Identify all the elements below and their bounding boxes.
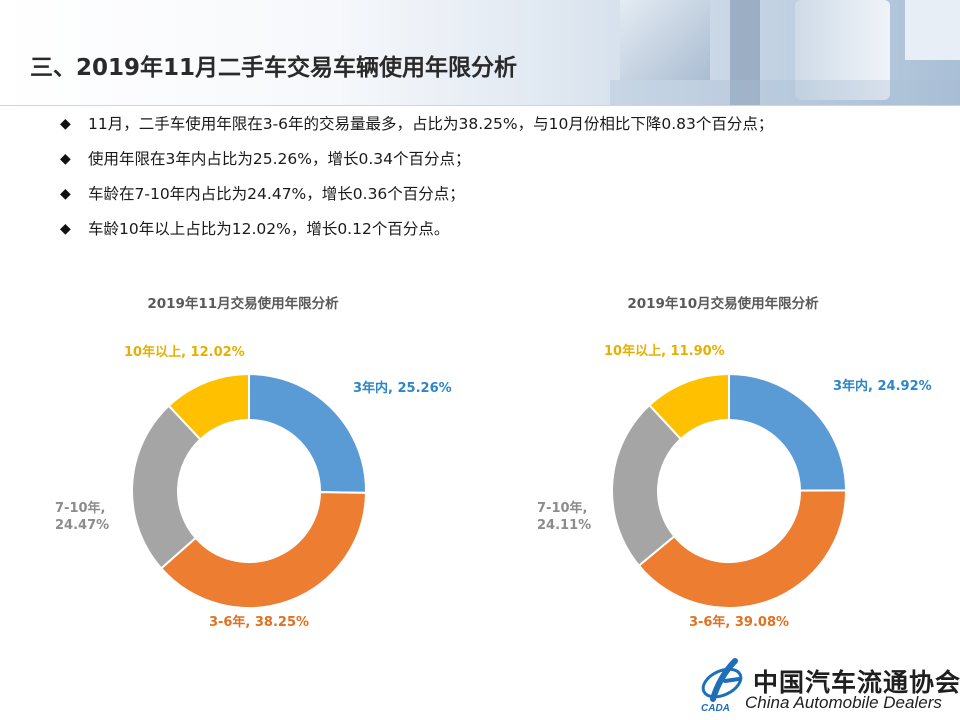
data-label-3: 7-10年, 24.11% <box>537 500 591 533</box>
diamond-bullet-icon: ◆ <box>60 151 71 167</box>
chart-title-oct: 2019年10月交易使用年限分析 <box>627 296 819 312</box>
header-decoration <box>610 0 960 105</box>
cada-logo: CADA 中国汽车流通协会 China Automobile Dealers <box>695 655 960 715</box>
data-label-4: 10年以上, 12.02% <box>124 344 245 360</box>
data-label-1: 3年内, 25.26% <box>353 380 452 396</box>
cada-logo-icon: CADA <box>701 658 743 713</box>
data-label-3: 7-10年, 24.47% <box>55 500 109 533</box>
page-title: 三、2019年11月二手车交易车辆使用年限分析 <box>30 55 518 81</box>
data-label-2: 3-6年, 38.25% <box>209 614 309 630</box>
logo-name-cn: 中国汽车流通协会 <box>753 668 960 697</box>
diamond-bullet-icon: ◆ <box>60 221 71 237</box>
logo-mark-text: CADA <box>701 703 730 713</box>
bullet-list: ◆ 11月，二手车使用年限在3-6年的交易量最多，占比为38.25%，与10月份… <box>60 110 940 250</box>
list-item: ◆ 使用年限在3年内占比为25.26%，增长0.34个百分点； <box>60 145 940 180</box>
bullet-text: 使用年限在3年内占比为25.26%，增长0.34个百分点； <box>88 150 471 168</box>
list-item: ◆ 车龄10年以上占比为12.02%，增长0.12个百分点。 <box>60 215 940 250</box>
chart-title-nov: 2019年11月交易使用年限分析 <box>147 296 339 312</box>
bullet-text: 车龄10年以上占比为12.02%，增长0.12个百分点。 <box>88 220 450 238</box>
logo-name-en: China Automobile Dealers <box>745 693 942 712</box>
diamond-bullet-icon: ◆ <box>60 186 71 202</box>
data-label-1: 3年内, 24.92% <box>833 378 932 394</box>
data-label-2: 3-6年, 39.08% <box>689 614 789 630</box>
diamond-bullet-icon: ◆ <box>60 116 71 132</box>
donut-slice-1 <box>728 372 848 492</box>
donut-slice-4 <box>167 372 250 441</box>
donut-slice-2 <box>637 489 847 609</box>
list-item: ◆ 车龄在7-10年内占比为24.47%，增长0.36个百分点； <box>60 180 940 215</box>
donut-slice-2 <box>159 491 368 609</box>
header-banner: 三、2019年11月二手车交易车辆使用年限分析 <box>0 0 960 106</box>
bullet-text: 11月，二手车使用年限在3-6年的交易量最多，占比为38.25%，与10月份相比… <box>88 115 774 133</box>
list-item: ◆ 11月，二手车使用年限在3-6年的交易量最多，占比为38.25%，与10月份… <box>60 110 940 145</box>
bullet-text: 车龄在7-10年内占比为24.47%，增长0.36个百分点； <box>88 185 465 203</box>
data-label-4: 10年以上, 11.90% <box>604 343 725 359</box>
donut-slice-4 <box>648 372 730 441</box>
